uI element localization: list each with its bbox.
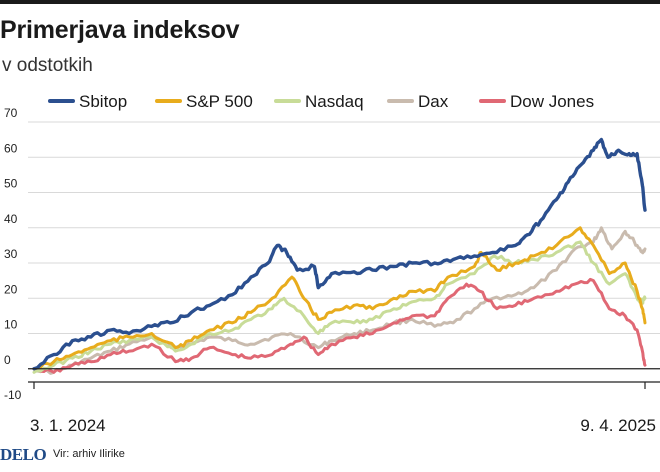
legend-label-dax: Dax xyxy=(418,92,449,111)
series-line-sbitop xyxy=(32,137,647,371)
source-note: Vir: arhiv Ilirike xyxy=(53,448,125,460)
legend-label-sbitop: Sbitop xyxy=(79,92,127,111)
delo-logo: DELO xyxy=(0,445,47,464)
legend: Sbitop S&P 500 Nasdaq Dax Dow Jones xyxy=(48,92,594,111)
series-line-dax xyxy=(32,226,647,375)
y-tick-label: -10 xyxy=(4,388,22,402)
y-tick-label: 30 xyxy=(4,247,18,261)
series-layer xyxy=(32,137,647,375)
y-tick-label: 60 xyxy=(4,141,18,155)
legend-label-nasdaq: Nasdaq xyxy=(305,92,364,111)
grid-layer xyxy=(28,121,660,334)
y-tick-label: 20 xyxy=(4,282,18,296)
y-tick-label: 70 xyxy=(4,106,18,120)
y-axis-ticks: -10 0 10 20 30 40 50 60 70 xyxy=(4,106,22,402)
chart-title: Primerjava indeksov xyxy=(0,16,240,44)
y-tick-label: 50 xyxy=(4,177,18,191)
legend-label-dowjones: Dow Jones xyxy=(510,92,594,111)
y-tick-label: 10 xyxy=(4,318,18,332)
legend-label-sp500: S&P 500 xyxy=(186,92,253,111)
y-tick-label: 40 xyxy=(4,212,18,226)
x-tick-label-start: 3. 1. 2024 xyxy=(30,416,106,435)
y-tick-label: 0 xyxy=(4,353,11,367)
series-line-dowjones xyxy=(32,277,647,374)
x-tick-label-end: 9. 4. 2025 xyxy=(580,416,656,435)
x-axis: 3. 1. 2024 9. 4. 2025 xyxy=(28,368,660,435)
top-rule xyxy=(0,0,660,4)
series-line-sp500 xyxy=(32,226,647,371)
chart-subtitle: v odstotkih xyxy=(2,55,93,76)
